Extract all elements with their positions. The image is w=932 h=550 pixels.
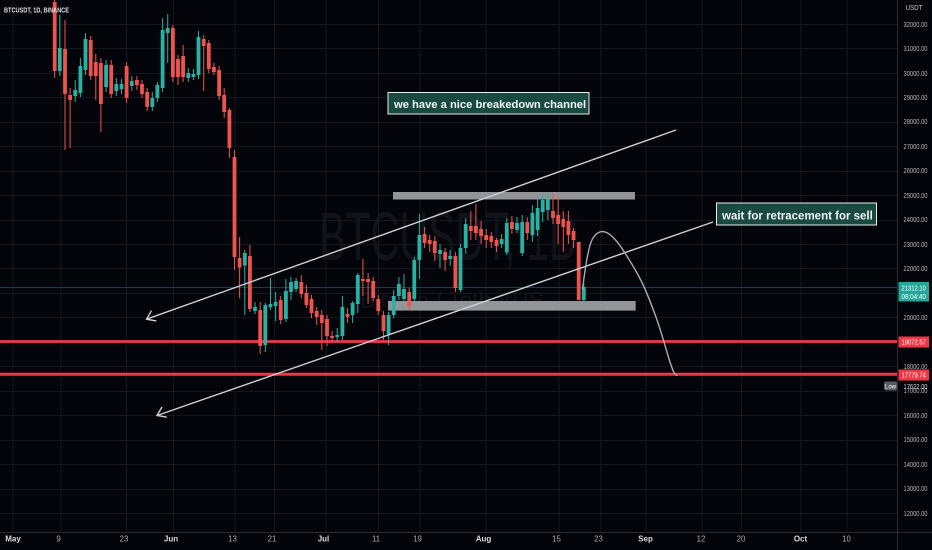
svg-text:Jun: Jun bbox=[164, 535, 178, 544]
svg-text:17779.74: 17779.74 bbox=[901, 371, 926, 380]
svg-text:14000.00: 14000.00 bbox=[904, 460, 928, 469]
svg-text:29000.00: 29000.00 bbox=[904, 93, 928, 102]
svg-text:13: 13 bbox=[228, 535, 237, 544]
svg-text:20000.00: 20000.00 bbox=[904, 313, 928, 322]
svg-text:18000.00: 18000.00 bbox=[904, 362, 928, 371]
svg-text:Sep: Sep bbox=[638, 535, 653, 544]
svg-text:May: May bbox=[5, 535, 21, 544]
svg-text:Low: Low bbox=[885, 383, 896, 390]
svg-text:08:04:40: 08:04:40 bbox=[901, 292, 926, 301]
svg-text:20: 20 bbox=[737, 535, 746, 544]
svg-text:Jul: Jul bbox=[318, 535, 330, 544]
svg-text:9: 9 bbox=[56, 535, 60, 544]
svg-text:BTCUSDT, 1D, BINANCE: BTCUSDT, 1D, BINANCE bbox=[4, 5, 69, 14]
svg-text:24000.00: 24000.00 bbox=[904, 215, 928, 224]
svg-text:32000.00: 32000.00 bbox=[904, 20, 928, 29]
svg-text:Oct: Oct bbox=[794, 535, 808, 544]
svg-text:30000.00: 30000.00 bbox=[904, 69, 928, 78]
svg-text:21: 21 bbox=[268, 535, 277, 544]
svg-text:12: 12 bbox=[697, 535, 706, 544]
svg-text:23000.00: 23000.00 bbox=[904, 240, 928, 249]
svg-text:26000.00: 26000.00 bbox=[904, 166, 928, 175]
svg-text:28000.00: 28000.00 bbox=[904, 117, 928, 126]
svg-text:12000.00: 12000.00 bbox=[904, 509, 928, 518]
svg-text:19: 19 bbox=[413, 535, 422, 544]
svg-text:we have a nice breakedown chan: we have a nice breakedown channel bbox=[393, 99, 586, 111]
svg-text:21312.10: 21312.10 bbox=[901, 284, 926, 293]
svg-text:23: 23 bbox=[120, 535, 129, 544]
svg-text:17000.00: 17000.00 bbox=[904, 386, 928, 395]
svg-text:16000.00: 16000.00 bbox=[904, 411, 928, 420]
svg-text:11: 11 bbox=[372, 535, 380, 544]
svg-text:23: 23 bbox=[594, 535, 603, 544]
svg-text:Aug: Aug bbox=[476, 535, 492, 544]
svg-text:15000.00: 15000.00 bbox=[904, 435, 928, 444]
svg-text:22000.00: 22000.00 bbox=[904, 264, 928, 273]
svg-text:10: 10 bbox=[842, 535, 851, 544]
svg-text:19072.57: 19072.57 bbox=[901, 338, 926, 347]
svg-text:USDT: USDT bbox=[906, 3, 923, 12]
svg-text:31000.00: 31000.00 bbox=[904, 44, 928, 53]
svg-text:15: 15 bbox=[552, 535, 561, 544]
svg-text:wait for retracement for sell: wait for retracement for sell bbox=[721, 211, 873, 223]
svg-text:13000.00: 13000.00 bbox=[904, 484, 928, 493]
svg-text:27000.00: 27000.00 bbox=[904, 142, 928, 151]
svg-text:25000.00: 25000.00 bbox=[904, 191, 928, 200]
svg-text:17622.00: 17622.00 bbox=[904, 382, 928, 391]
